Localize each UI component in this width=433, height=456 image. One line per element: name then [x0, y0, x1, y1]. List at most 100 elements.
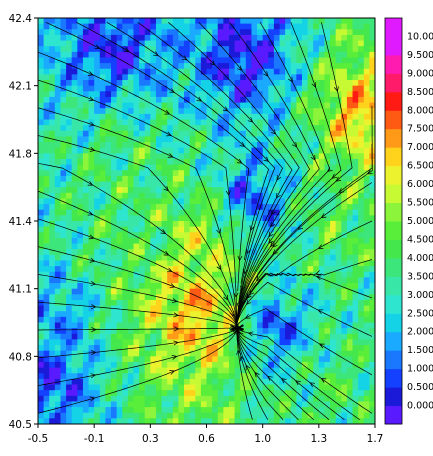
heat-cell-916	[127, 102, 135, 109]
heat-cell-370	[94, 51, 101, 59]
heat-cell-2978	[251, 294, 258, 301]
heat-cell-2416	[127, 243, 135, 250]
heat-cell-208	[195, 34, 202, 42]
heat-cell-1287	[189, 136, 196, 143]
heat-cell-2527	[77, 254, 84, 262]
heat-cell-2148	[307, 215, 314, 222]
heat-cell-4079	[369, 395, 375, 403]
heat-cell-2935	[346, 288, 354, 295]
heat-cell-3442	[161, 339, 168, 346]
heat-cell-3142	[161, 311, 168, 318]
heat-cell-2134	[228, 215, 236, 222]
heat-cell-2282	[49, 232, 56, 239]
heat-cell-1715	[234, 175, 241, 183]
heat-cell-395	[234, 51, 241, 59]
heat-cell-2433	[223, 243, 230, 250]
heat-cell-1057	[245, 113, 253, 121]
heat-cell-488	[82, 63, 90, 70]
heat-cell-1013	[335, 108, 342, 115]
heat-cell-1604	[285, 164, 292, 171]
heat-cell-373	[111, 51, 118, 59]
heat-cell-4292	[217, 418, 224, 424]
heat-cell-2612	[217, 260, 224, 267]
heat-cell-3343	[279, 328, 286, 335]
heat-cell-2034	[341, 204, 348, 211]
heat-cell-2158	[363, 215, 370, 222]
heat-cell-2929	[313, 288, 320, 295]
heat-cell-1876	[127, 192, 135, 200]
heat-cell-3123	[54, 311, 62, 318]
heat-cell-365	[66, 51, 73, 59]
heat-cell-4284	[172, 418, 180, 424]
heat-cell-2716	[127, 271, 135, 278]
heat-cell-3229	[313, 316, 320, 324]
heat-cell-3961	[43, 390, 50, 397]
heat-cell-1414	[228, 147, 236, 154]
heat-cell-2322	[273, 232, 281, 239]
heat-cell-4285	[178, 418, 185, 424]
heat-cell-761	[268, 85, 275, 92]
heat-cell-3593	[335, 350, 342, 357]
heat-cell-2674	[228, 266, 236, 273]
heat-cell-2548	[195, 254, 202, 262]
heat-cell-1431	[324, 147, 331, 154]
heat-cell-416	[352, 51, 359, 59]
heat-cell-2697	[358, 266, 365, 273]
heat-cell-2196	[240, 221, 247, 228]
heat-cell-3624	[172, 356, 180, 363]
heat-cell-3514	[228, 345, 236, 352]
heat-cell-2301	[155, 232, 163, 239]
heat-cell-1686	[71, 175, 78, 183]
heat-cell-4180	[262, 407, 269, 414]
heat-cell-3092	[217, 305, 224, 312]
heat-cell-914	[116, 102, 123, 109]
heat-cell-1569	[88, 164, 95, 171]
heat-cell-3793	[111, 373, 118, 380]
heat-cell-334	[228, 46, 236, 53]
heat-cell-1240	[262, 130, 269, 138]
heat-cell-457	[245, 57, 253, 64]
heat-cell-1523	[167, 158, 174, 166]
heat-cell-3414	[341, 333, 348, 341]
heat-cell-3116	[352, 305, 359, 312]
heat-cell-4241	[268, 412, 275, 419]
heat-cell-1693	[111, 175, 118, 183]
heat-cell-503	[167, 63, 174, 70]
heat-cell-3345	[290, 328, 297, 335]
heat-cell-4237	[245, 412, 253, 419]
heat-cell-509	[200, 63, 208, 70]
heat-cell-3618	[139, 356, 146, 363]
heat-cell-2901	[155, 288, 163, 295]
heat-cell-2177	[133, 221, 140, 228]
heat-cell-1271	[99, 136, 106, 143]
heat-cell-1215	[122, 130, 129, 138]
heat-cell-1840	[262, 187, 269, 194]
heat-cell-1755	[122, 181, 129, 188]
heat-cell-1978	[363, 198, 370, 205]
heatmap-field	[38, 18, 375, 424]
heat-cell-1649	[200, 170, 208, 177]
heat-cell-840	[38, 96, 45, 104]
heat-cell-1009	[313, 108, 320, 115]
heat-cell-2599	[144, 260, 151, 267]
heat-cell-3288	[307, 322, 314, 329]
heat-cell-545	[66, 68, 73, 75]
heat-cell-1624	[60, 170, 67, 177]
heat-cell-291	[324, 40, 331, 47]
heat-cell-1156	[127, 125, 135, 132]
heat-cell-3450	[206, 339, 213, 346]
heat-cell-2263	[279, 226, 286, 233]
heat-cell-121	[43, 29, 50, 36]
heat-cell-2641	[43, 266, 50, 273]
heat-cell-3660	[38, 361, 45, 369]
heat-cell-246	[71, 40, 78, 47]
heat-cell-4108	[195, 401, 202, 408]
heat-cell-3942	[273, 384, 281, 391]
streamline-arrow-11-50	[167, 153, 174, 158]
heat-cell-1837	[245, 187, 253, 194]
heat-cell-941	[268, 102, 275, 109]
heat-cell-1341	[155, 142, 163, 149]
heat-cell-3163	[279, 311, 286, 318]
heat-cell-975	[122, 108, 129, 115]
heat-cell-1109	[200, 119, 208, 126]
